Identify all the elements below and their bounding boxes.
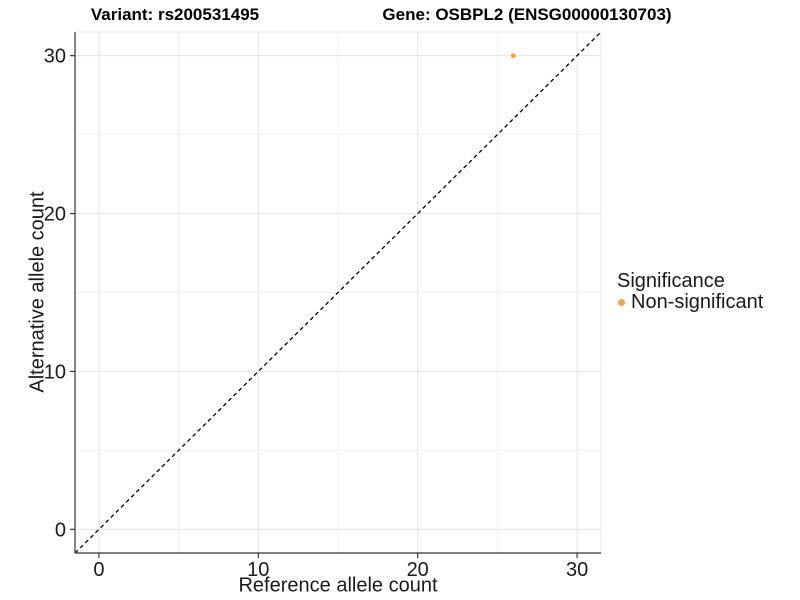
identity-dashed-line	[74, 31, 602, 554]
plot-title-gene: Gene: OSBPL2 (ENSG00000130703)	[382, 5, 672, 24]
y-tick-label: 20	[44, 204, 66, 226]
legend-title: Significance	[617, 270, 725, 292]
legend-point-icon	[618, 298, 625, 306]
x-tick-label: 0	[93, 559, 104, 581]
legend-item-label: Non-significant	[631, 290, 764, 313]
y-tick-label: 10	[44, 361, 66, 383]
y-tick-label: 0	[55, 519, 66, 541]
y-axis-title: Alternative allele count	[26, 191, 49, 393]
legend-item: Non-significant	[615, 290, 764, 313]
data-point	[510, 53, 516, 59]
x-tick-label: 20	[407, 559, 429, 581]
y-tick-label: 30	[44, 46, 66, 68]
x-tick-label: 30	[566, 559, 588, 581]
legend: Significance Non-significant	[615, 270, 764, 313]
plot-title-variant: Variant: rs200531495	[90, 5, 260, 24]
x-axis-title: Reference allele count	[238, 574, 438, 597]
x-tick-label: 10	[247, 559, 269, 581]
